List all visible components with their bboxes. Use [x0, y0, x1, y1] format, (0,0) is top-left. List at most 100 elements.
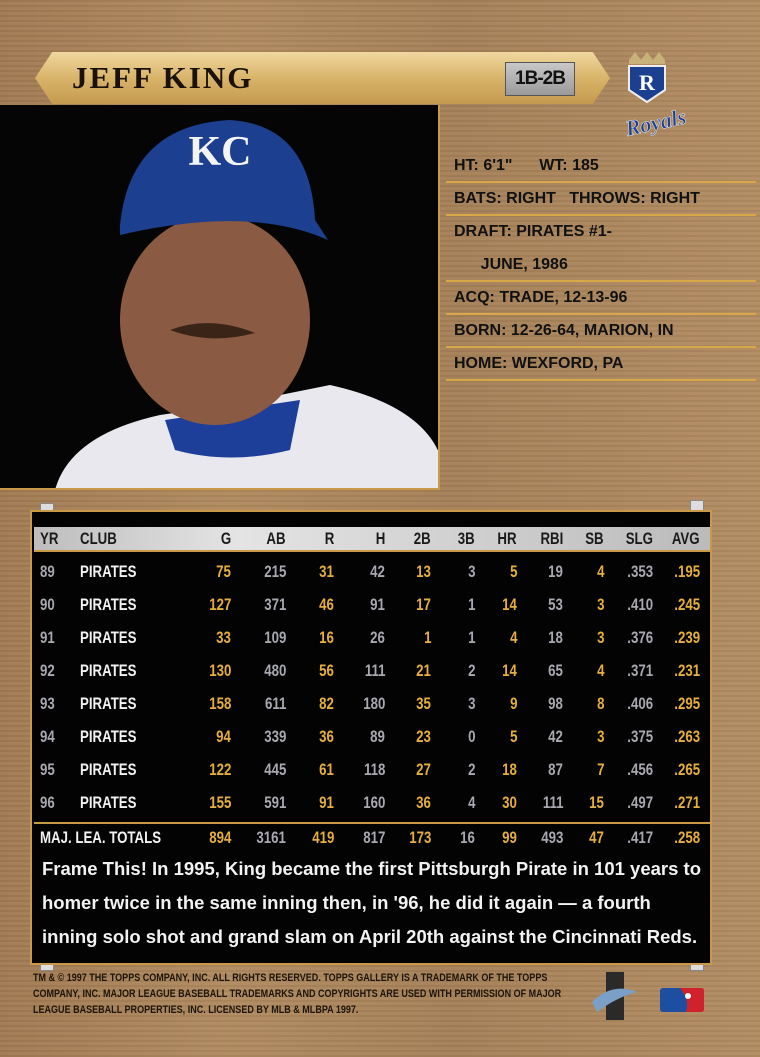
cell-3b: 2: [467, 661, 475, 680]
cell-ab: 591: [263, 793, 286, 812]
cell-g: 127: [208, 595, 231, 614]
cell-g: 130: [208, 661, 231, 680]
bio-height-weight: HT: 6'1" WT: 185: [446, 150, 756, 183]
cell-slg: .410: [627, 595, 653, 614]
cell-r: 56: [319, 661, 334, 680]
header-yr: YR: [40, 529, 59, 548]
cell-avg: .265: [674, 760, 700, 779]
total-g: 894: [208, 828, 231, 847]
header-club: CLUB: [80, 529, 117, 548]
cell-avg: .239: [674, 628, 700, 647]
total-slg: .417: [627, 828, 653, 847]
cell-rbi: 42: [548, 727, 563, 746]
cell-slg: .456: [627, 760, 653, 779]
cell-yr: 96: [40, 793, 55, 812]
cell-h: 118: [363, 760, 385, 779]
header-r: R: [324, 529, 334, 548]
cell-g: 33: [216, 628, 231, 647]
total-sb: 47: [589, 828, 604, 847]
cell-r: 16: [319, 628, 334, 647]
header-slg: SLG: [625, 529, 653, 548]
cell-yr: 89: [40, 562, 55, 581]
cell-rbi: 18: [548, 628, 563, 647]
cell-g: 122: [208, 760, 231, 779]
cell-sb: 4: [596, 562, 604, 581]
cell-avg: .263: [674, 727, 700, 746]
cell-club: PIRATES: [80, 595, 137, 614]
cell-yr: 95: [40, 760, 55, 779]
cell-yr: 91: [40, 628, 55, 647]
cell-sb: 3: [596, 727, 604, 746]
header-hr: HR: [497, 529, 517, 548]
cell-rbi: 98: [548, 694, 563, 713]
total-ab: 3161: [256, 828, 286, 847]
cell-3b: 1: [467, 628, 475, 647]
cell-r: 31: [319, 562, 334, 581]
cell-sb: 7: [596, 760, 604, 779]
cell-avg: .295: [674, 694, 700, 713]
cell-3b: 0: [467, 727, 475, 746]
cell-g: 75: [216, 562, 231, 581]
cell-club: PIRATES: [80, 628, 137, 647]
svg-text:R: R: [639, 70, 656, 95]
cell-slg: .375: [627, 727, 653, 746]
cell-hr: 30: [502, 793, 517, 812]
cell-3b: 4: [467, 793, 475, 812]
mlb-logo: [660, 988, 704, 1012]
cell-yr: 93: [40, 694, 55, 713]
cell-hr: 18: [502, 760, 517, 779]
cell-h: 89: [370, 727, 385, 746]
cell-2b: 35: [416, 694, 431, 713]
player-photo: KC: [0, 105, 440, 490]
header-avg: AVG: [672, 529, 700, 548]
svg-text:Royals: Royals: [622, 104, 688, 141]
cell-slg: .371: [627, 661, 653, 680]
cell-sb: 4: [596, 661, 604, 680]
cell-2b: 21: [416, 661, 431, 680]
cell-ab: 339: [263, 727, 286, 746]
cell-club: PIRATES: [80, 727, 137, 746]
cell-2b: 23: [416, 727, 431, 746]
cell-slg: .376: [627, 628, 653, 647]
cell-yr: 90: [40, 595, 55, 614]
totals-label: MAJ. LEA. TOTALS: [40, 828, 162, 847]
cell-h: 180: [362, 694, 385, 713]
cell-club: PIRATES: [80, 661, 137, 680]
bio-born: BORN: 12-26-64, MARION, IN: [446, 315, 756, 348]
position-badge: 1B-2B: [505, 62, 575, 96]
cell-ab: 371: [263, 595, 286, 614]
totals-divider: [34, 822, 710, 824]
cell-avg: .271: [674, 793, 700, 812]
cell-h: 111: [364, 661, 385, 680]
cell-slg: .353: [627, 562, 653, 581]
header-h: H: [375, 529, 385, 548]
header-rbi: RBI: [540, 529, 563, 548]
cell-club: PIRATES: [80, 694, 137, 713]
cell-rbi: 87: [548, 760, 563, 779]
cell-yr: 92: [40, 661, 55, 680]
cell-r: 82: [319, 694, 334, 713]
cap-logo: KC: [189, 129, 252, 175]
header-ab: AB: [266, 529, 286, 548]
cell-ab: 215: [263, 562, 286, 581]
cell-ab: 445: [263, 760, 286, 779]
cell-rbi: 53: [548, 595, 563, 614]
total-h: 817: [362, 828, 385, 847]
cell-avg: .231: [674, 661, 700, 680]
cell-slg: .406: [627, 694, 653, 713]
cell-2b: 36: [416, 793, 431, 812]
cell-hr: 14: [502, 661, 517, 680]
cell-2b: 27: [416, 760, 431, 779]
cell-ab: 109: [263, 628, 286, 647]
cell-rbi: 19: [548, 562, 563, 581]
header-2b: 2B: [414, 529, 431, 548]
cell-r: 36: [319, 727, 334, 746]
cell-hr: 5: [509, 727, 517, 746]
cell-hr: 4: [509, 628, 517, 647]
cell-3b: 2: [467, 760, 475, 779]
cell-g: 94: [216, 727, 231, 746]
copyright-footer: TM & © 1997 THE TOPPS COMPANY, INC. ALL …: [33, 972, 562, 1016]
player-name: JEFF KING: [72, 60, 254, 95]
card-blurb: Frame This! In 1995, King became the fir…: [42, 858, 702, 947]
total-3b: 16: [460, 828, 475, 847]
